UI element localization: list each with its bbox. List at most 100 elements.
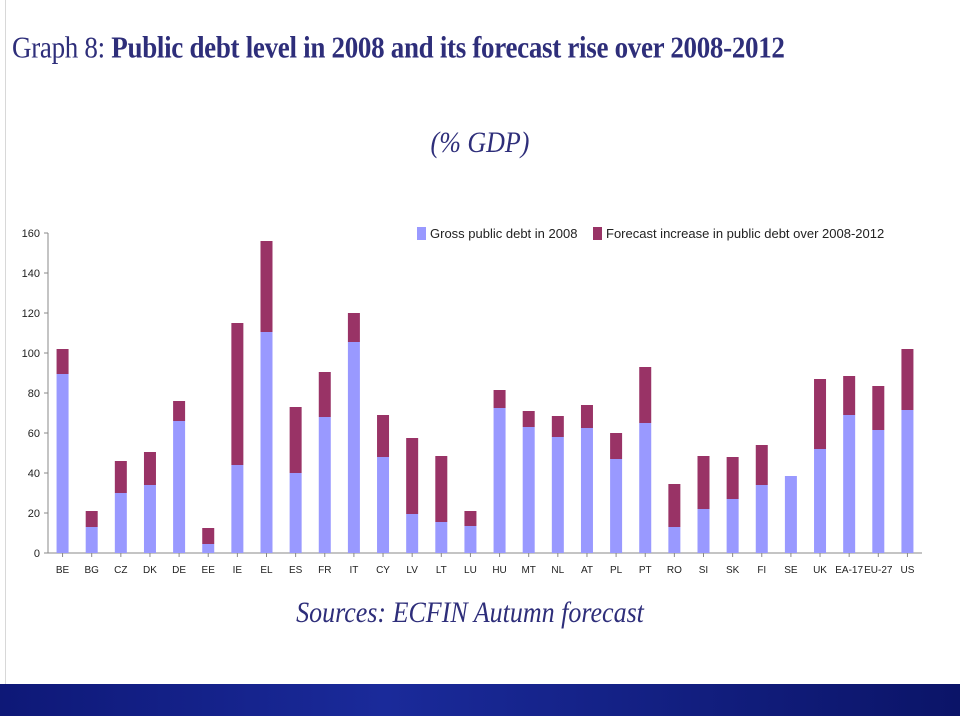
x-tick-label: PL	[610, 565, 623, 576]
chart-title-main: Public debt level in 2008 and its foreca…	[111, 30, 785, 65]
bar-gross-debt-2008	[143, 485, 156, 553]
bar-gross-debt-2008	[726, 499, 739, 553]
x-tick-label: LV	[406, 565, 418, 576]
x-tick-label: EA-17	[835, 565, 863, 576]
y-tick-label: 160	[22, 228, 40, 240]
x-tick-label: CY	[376, 565, 390, 576]
bar-gross-debt-2008	[435, 522, 448, 553]
bar-forecast-increase	[231, 323, 244, 465]
x-tick-label: SI	[699, 565, 708, 576]
x-tick-label: UK	[813, 565, 827, 576]
bar-gross-debt-2008	[522, 427, 535, 553]
bar-gross-debt-2008	[464, 526, 477, 553]
bar-forecast-increase	[143, 452, 156, 485]
bar-gross-debt-2008	[231, 465, 244, 553]
chart-title-lead: Graph 8:	[12, 30, 112, 65]
bar-gross-debt-2008	[260, 332, 273, 553]
bar-forecast-increase	[755, 445, 768, 485]
bar-forecast-increase	[726, 457, 739, 499]
x-tick-label: BG	[84, 565, 99, 576]
y-tick-label: 140	[22, 268, 40, 280]
x-tick-label: DK	[143, 565, 157, 576]
x-tick-label: AT	[581, 565, 593, 576]
y-tick-label: 0	[34, 548, 40, 560]
y-tick-label: 40	[28, 468, 40, 480]
x-tick-label: IT	[349, 565, 358, 576]
bar-gross-debt-2008	[289, 473, 302, 553]
bar-forecast-increase	[814, 379, 827, 449]
bar-gross-debt-2008	[56, 374, 69, 553]
bar-gross-debt-2008	[872, 430, 885, 553]
x-tick-label: NL	[551, 565, 564, 576]
bar-forecast-increase	[56, 349, 69, 374]
bar-gross-debt-2008	[814, 449, 827, 553]
bar-forecast-increase	[843, 376, 856, 415]
x-tick-label: ES	[289, 565, 303, 576]
bar-forecast-increase	[85, 511, 98, 527]
bar-forecast-increase	[639, 367, 652, 423]
y-tick-label: 20	[28, 508, 40, 520]
legend-label-forecast-increase: Forecast increase in public debt over 20…	[606, 226, 884, 241]
bar-gross-debt-2008	[85, 527, 98, 553]
bar-forecast-increase	[260, 241, 273, 332]
bar-forecast-increase	[114, 461, 127, 493]
bar-gross-debt-2008	[347, 342, 360, 553]
bar-forecast-increase	[318, 372, 331, 417]
bar-forecast-increase	[580, 405, 593, 428]
bar-forecast-increase	[901, 349, 914, 410]
bar-gross-debt-2008	[843, 415, 856, 553]
bar-forecast-increase	[522, 411, 535, 427]
x-tick-label: PT	[639, 565, 652, 576]
left-border-rule	[5, 0, 6, 684]
y-tick-label: 100	[22, 348, 40, 360]
legend-swatch-gross-debt	[417, 227, 426, 240]
bar-forecast-increase	[493, 390, 506, 408]
bar-forecast-increase	[610, 433, 623, 459]
bar-gross-debt-2008	[580, 428, 593, 553]
x-tick-label: DE	[172, 565, 186, 576]
bar-gross-debt-2008	[697, 509, 710, 553]
x-tick-label: LT	[436, 565, 447, 576]
bar-gross-debt-2008	[755, 485, 768, 553]
bar-gross-debt-2008	[406, 514, 419, 553]
bar-forecast-increase	[406, 438, 419, 514]
bar-gross-debt-2008	[377, 457, 390, 553]
x-tick-label: SE	[784, 565, 798, 576]
x-tick-label: LU	[464, 565, 477, 576]
chart-title: Graph 8: Public debt level in 2008 and i…	[12, 30, 952, 66]
bar-gross-debt-2008	[901, 410, 914, 553]
x-tick-label: EE	[202, 565, 216, 576]
bar-forecast-increase	[668, 484, 681, 527]
bar-gross-debt-2008	[114, 493, 127, 553]
x-tick-label: RO	[667, 565, 682, 576]
sources-note: Sources: ECFIN Autumn forecast	[296, 596, 644, 629]
x-tick-label: BE	[56, 565, 70, 576]
bar-forecast-increase	[464, 511, 477, 526]
x-tick-label: EU-27	[864, 565, 893, 576]
bar-gross-debt-2008	[202, 544, 215, 553]
bar-gross-debt-2008	[668, 527, 681, 553]
bar-gross-debt-2008	[639, 423, 652, 553]
bar-gross-debt-2008	[551, 437, 564, 553]
bar-gross-debt-2008	[318, 417, 331, 553]
bar-gross-debt-2008	[610, 459, 623, 553]
footer-bar	[0, 684, 960, 716]
x-tick-label: HU	[492, 565, 506, 576]
y-tick-label: 120	[22, 308, 40, 320]
bar-forecast-increase	[347, 313, 360, 342]
legend-label-gross-debt: Gross public debt in 2008	[430, 226, 577, 241]
bar-forecast-increase	[173, 401, 186, 421]
bar-forecast-increase	[551, 416, 564, 437]
bar-forecast-increase	[377, 415, 390, 457]
x-tick-label: MT	[521, 565, 535, 576]
x-tick-label: FR	[318, 565, 331, 576]
x-tick-label: US	[900, 565, 914, 576]
bar-gross-debt-2008	[784, 476, 797, 553]
x-tick-label: FI	[757, 565, 766, 576]
x-tick-label: SK	[726, 565, 740, 576]
y-tick-label: 60	[28, 428, 40, 440]
y-tick-label: 80	[28, 388, 40, 400]
bar-gross-debt-2008	[493, 408, 506, 553]
legend-swatch-forecast-increase	[593, 227, 602, 240]
